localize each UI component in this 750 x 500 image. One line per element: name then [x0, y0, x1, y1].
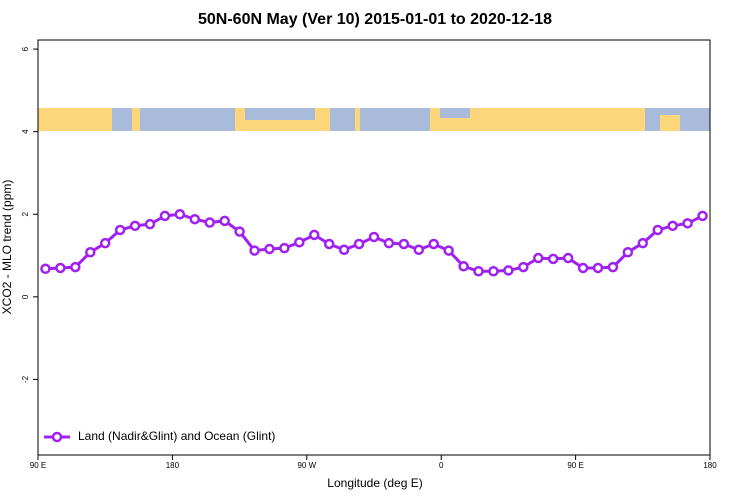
point — [503, 265, 514, 276]
point — [637, 237, 649, 249]
x-axis-label: Longitude (deg E) — [327, 476, 422, 490]
y-tick-label: 2 — [21, 211, 30, 216]
point — [413, 244, 425, 256]
point — [368, 231, 380, 243]
map-ocean — [360, 108, 430, 131]
point — [129, 220, 141, 232]
point — [144, 218, 156, 230]
y-tick-label: 4 — [21, 129, 30, 134]
point — [264, 243, 275, 255]
point — [114, 224, 126, 236]
point — [338, 244, 350, 256]
legend-marker — [51, 431, 63, 443]
x-tick-label: 0 — [439, 461, 444, 470]
x-tick-label: 90 W — [297, 461, 316, 470]
point — [622, 246, 634, 258]
point — [577, 262, 589, 274]
point — [697, 210, 708, 222]
point — [249, 245, 260, 256]
point — [398, 238, 410, 250]
y-axis-label: XCO2 - MLO trend (ppm) — [0, 180, 14, 315]
point — [294, 237, 305, 248]
chart-title: 50N-60N May (Ver 10) 2015-01-01 to 2020-… — [198, 11, 552, 28]
point — [518, 261, 529, 273]
point — [652, 224, 663, 236]
point — [562, 252, 574, 264]
point — [383, 237, 395, 249]
point — [533, 252, 544, 264]
point — [443, 245, 454, 256]
y-tick-label: 6 — [21, 46, 30, 51]
x-tick-label: 90 E — [567, 461, 583, 470]
point — [174, 209, 186, 220]
x-tick-label: 180 — [166, 461, 180, 470]
point — [323, 238, 335, 250]
point — [159, 210, 171, 222]
point — [219, 215, 230, 227]
y-tick-label: -2 — [21, 375, 30, 383]
point — [607, 261, 619, 273]
point — [667, 220, 678, 232]
map-ocean — [140, 108, 235, 131]
x-tick-label: 90 E — [30, 461, 46, 470]
point — [189, 213, 201, 225]
point — [40, 263, 51, 275]
point — [309, 229, 320, 241]
point — [428, 238, 439, 250]
point — [458, 261, 469, 272]
map-land — [660, 115, 680, 131]
y-tick-label: 0 — [21, 294, 30, 299]
map-ocean — [330, 108, 355, 131]
point — [682, 218, 693, 229]
map-ocean — [440, 108, 470, 118]
point — [99, 237, 111, 249]
x-tick-label: 180 — [703, 461, 717, 470]
point — [592, 262, 604, 274]
point — [279, 242, 290, 254]
point — [353, 238, 365, 250]
series-line — [45, 212, 704, 273]
point — [547, 253, 559, 265]
point — [473, 265, 484, 277]
legend-label: Land (Nadir&Glint) and Ocean (Glint) — [78, 429, 275, 443]
plot-frame — [37, 39, 711, 456]
map-ocean — [245, 108, 315, 120]
map-band — [38, 108, 710, 131]
point — [488, 265, 499, 277]
point — [55, 262, 66, 274]
point — [70, 261, 81, 273]
point — [204, 217, 215, 228]
map-ocean — [112, 108, 132, 131]
point — [234, 226, 245, 237]
point — [85, 246, 96, 258]
